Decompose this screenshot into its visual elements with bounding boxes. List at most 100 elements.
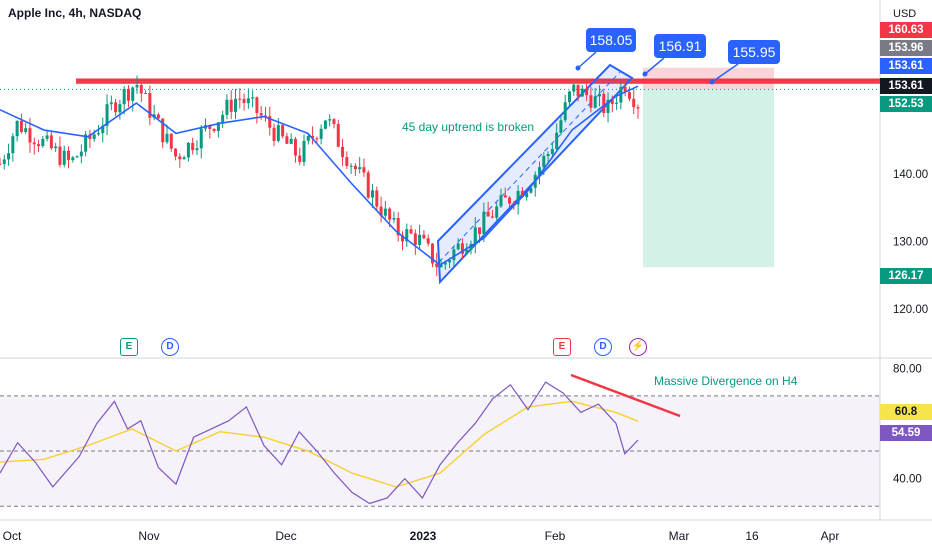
candle-body xyxy=(388,208,392,220)
candle-body xyxy=(508,197,512,204)
candle-body xyxy=(199,128,203,149)
candle-body xyxy=(422,234,426,239)
candle-body xyxy=(353,165,357,170)
candle-body xyxy=(542,156,546,168)
candle-body xyxy=(400,235,404,242)
candle-body xyxy=(597,93,601,97)
callout-box xyxy=(654,34,706,58)
candle-body xyxy=(126,88,130,101)
candle-body xyxy=(122,88,126,105)
uptrend-annotation: 45 day uptrend is broken xyxy=(402,120,534,134)
candle-body xyxy=(92,134,96,139)
candle-body xyxy=(302,140,306,162)
candle-body xyxy=(499,195,503,207)
candle-body xyxy=(268,116,272,128)
candle-body xyxy=(135,85,139,88)
callout-box xyxy=(586,28,636,52)
candle-body xyxy=(341,146,345,158)
candle-body xyxy=(15,120,19,137)
candle-body xyxy=(623,86,627,93)
candle-body xyxy=(131,87,135,101)
callout-anchor xyxy=(709,79,715,85)
candle-body xyxy=(426,238,430,244)
candle-body xyxy=(482,211,486,234)
candle-body xyxy=(105,104,109,126)
candle-body xyxy=(88,134,92,139)
candle-body xyxy=(349,165,353,167)
candle-body xyxy=(156,114,160,119)
candle-body xyxy=(101,125,105,134)
time-tick-label: Apr xyxy=(821,529,840,543)
candle-body xyxy=(555,132,559,150)
price-tick-label: 140.00 xyxy=(893,169,928,181)
callout-label: 156.91 xyxy=(659,38,702,54)
time-tick-label: 16 xyxy=(745,529,759,543)
candle-body xyxy=(41,138,45,147)
candle-body xyxy=(525,192,529,198)
rsi-tick-label: 80.00 xyxy=(893,363,922,375)
candle-body xyxy=(58,146,62,165)
time-tick-label: Nov xyxy=(138,529,159,543)
candle-body xyxy=(465,249,469,254)
split-icon[interactable]: ⚡ xyxy=(629,338,647,356)
candle-body xyxy=(259,113,263,116)
earnings-icon-2[interactable]: E xyxy=(553,338,571,356)
price-tag-152-53: 152.53 xyxy=(880,96,932,112)
candle-body xyxy=(169,133,173,149)
candle-body xyxy=(24,128,28,132)
candle-body xyxy=(336,123,340,147)
candle-body xyxy=(456,243,460,250)
candle-body xyxy=(439,264,443,268)
candle-body xyxy=(538,167,542,175)
candle-body xyxy=(216,122,220,131)
candle-body xyxy=(118,104,122,113)
candle-body xyxy=(366,172,370,198)
target-zone xyxy=(643,89,774,268)
candle-body xyxy=(7,153,11,160)
candle-body xyxy=(298,155,302,162)
rsi-value-tag: 54.59 xyxy=(880,425,932,441)
candle-body xyxy=(546,153,550,157)
candle-body xyxy=(396,218,400,236)
time-tick-label: Oct xyxy=(3,529,22,543)
candle-body xyxy=(311,135,315,139)
candle-body xyxy=(255,97,259,114)
candle-body xyxy=(392,218,396,220)
candle-body xyxy=(221,114,225,123)
candle-body xyxy=(529,187,533,193)
rsi-band-fill xyxy=(0,395,880,507)
dividend-icon[interactable]: D xyxy=(161,338,179,356)
time-tick-label: Mar xyxy=(669,529,690,543)
candle-body xyxy=(246,98,250,104)
price-tick-label: 120.00 xyxy=(893,304,928,316)
candle-body xyxy=(182,157,186,160)
candle-body xyxy=(178,156,182,160)
dividend-icon-2[interactable]: D xyxy=(594,338,612,356)
candle-body xyxy=(405,229,409,242)
moving-average-line xyxy=(0,85,639,266)
candle-body xyxy=(602,93,606,114)
candle-body xyxy=(289,138,293,144)
candle-body xyxy=(315,138,319,140)
candle-body xyxy=(443,262,447,265)
candle-body xyxy=(11,136,15,154)
candle-body xyxy=(191,142,195,151)
candle-body xyxy=(452,249,456,261)
rsi-ma-line xyxy=(0,400,639,488)
candle-body xyxy=(19,120,23,132)
candle-body xyxy=(358,167,362,170)
price-tag-153-61-b: 153.61 xyxy=(880,78,932,94)
earnings-icon[interactable]: E xyxy=(120,338,138,356)
time-tick-label: 2023 xyxy=(410,529,437,543)
candle-body xyxy=(435,263,439,268)
candle-body xyxy=(585,88,589,96)
candle-body xyxy=(606,99,610,114)
callout-pointer xyxy=(711,63,739,83)
candle-body xyxy=(418,234,422,245)
candle-body xyxy=(54,146,58,149)
candle-body xyxy=(212,128,216,131)
candle-body xyxy=(28,128,32,143)
candle-body xyxy=(114,102,118,113)
candle-body xyxy=(572,84,576,92)
